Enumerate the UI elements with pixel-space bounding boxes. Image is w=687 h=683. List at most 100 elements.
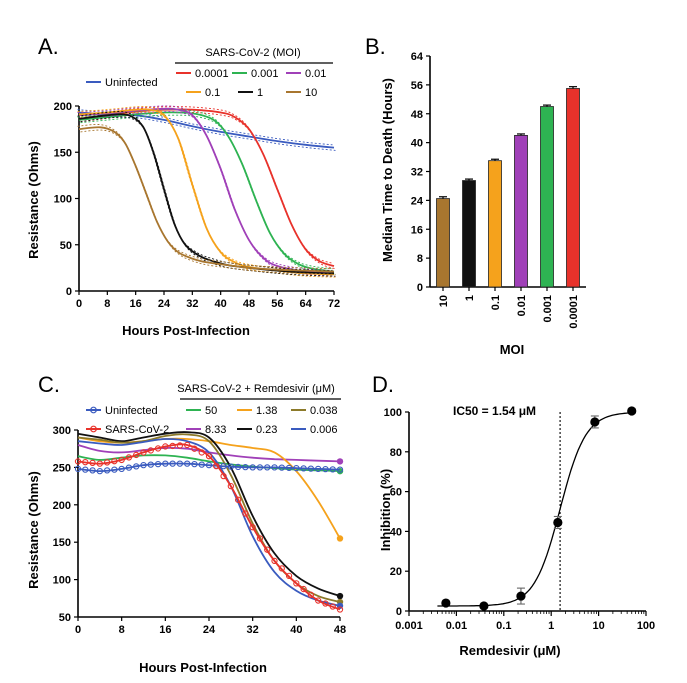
panel-c-series-marker bbox=[293, 580, 300, 587]
panel-c-series-marker bbox=[198, 449, 205, 456]
panel-c-series-marker bbox=[184, 460, 191, 467]
panel-a-legend-label: 10 bbox=[305, 87, 317, 99]
panel-c-series-marker bbox=[220, 472, 227, 480]
panel-b-y-tick-label: 40 bbox=[411, 138, 423, 150]
panel-c-series-marker bbox=[184, 441, 191, 449]
panel-b-bar-1 bbox=[462, 180, 476, 288]
panel-d-y-tick-label: 100 bbox=[384, 407, 402, 419]
panel-c-series-marker bbox=[293, 464, 300, 472]
panel-a-series-line-2 bbox=[78, 111, 335, 273]
panel-a-series-band-upper bbox=[77, 123, 333, 270]
panel-c-series-marker bbox=[125, 464, 133, 471]
panel-c-series-marker bbox=[111, 458, 118, 465]
panel-c-series-marker bbox=[133, 451, 140, 459]
panel-a-plot: 0 8 16 24 32 40 48 56 64 72 0 50 100 150 200 bbox=[54, 101, 340, 310]
panel-b-x-tick-label: 0.01 bbox=[516, 295, 528, 316]
panel-c-series-marker bbox=[169, 460, 176, 467]
panel-c-x-axis-label: Hours Post-Infection bbox=[139, 660, 267, 675]
panel-c-series-marker bbox=[256, 464, 264, 471]
panel-c-legend-marker bbox=[90, 406, 97, 414]
panel-a-series-band-upper bbox=[77, 109, 333, 146]
panel-d-x-tick-label: 1 bbox=[548, 620, 554, 632]
panel-c-series-marker bbox=[322, 600, 329, 607]
panel-c-series-marker bbox=[220, 463, 227, 470]
panel-b-x-tick-label: 0.1 bbox=[490, 295, 502, 310]
panel-c-series-marker bbox=[96, 460, 103, 467]
panel-c-series-marker bbox=[234, 463, 242, 471]
panel-d-fit-curve bbox=[437, 412, 632, 607]
panel-c-series-line-1 bbox=[77, 443, 341, 611]
panel-c-legend-label: 1.38 bbox=[256, 405, 277, 417]
panel-c-series-marker bbox=[74, 458, 82, 465]
panel-c-series-endpoint bbox=[336, 592, 344, 600]
panel-d-y-tick-label: 40 bbox=[390, 526, 402, 538]
panel-a-y-tick-label: 100 bbox=[54, 194, 72, 206]
panel-a-x-axis-label: Hours Post-Infection bbox=[122, 323, 250, 338]
panel-c-y-tick-label: 300 bbox=[53, 425, 71, 437]
panel-a-y-tick-label: 200 bbox=[54, 101, 72, 113]
panel-d-x-tick-label: 100 bbox=[637, 620, 655, 632]
panel-b-x-tick-label: 1 bbox=[464, 295, 476, 301]
panel-d-data-point bbox=[516, 591, 526, 601]
panel-c-legend-title: SARS-CoV-2 + Remdesivir (μM) bbox=[177, 383, 335, 395]
panel-c-series-marker bbox=[162, 460, 169, 467]
panel-a-series-band-lower bbox=[80, 116, 336, 277]
panel-c-y-tick-label: 100 bbox=[53, 575, 71, 587]
panel-c-series-marker bbox=[118, 465, 125, 473]
panel-a-legend: SARS-CoV-2 (MOI) Uninfected 0.0001 0.001 0.0… bbox=[86, 47, 333, 99]
panel-c-series-marker bbox=[176, 460, 184, 467]
panel-c-legend-label: 8.33 bbox=[205, 424, 226, 436]
panel-b-bar-0.001 bbox=[540, 106, 554, 288]
panel-c-y-tick-label: 150 bbox=[53, 537, 71, 549]
panel-a-x-tick-label: 32 bbox=[186, 298, 198, 310]
panel-a-x-tick-label: 56 bbox=[271, 298, 283, 310]
panel-d-x-tick-label: 10 bbox=[592, 620, 604, 632]
panel-c-series-marker bbox=[278, 565, 285, 572]
panel-a-series-band-lower bbox=[80, 129, 336, 275]
panel-a-series-line-6 bbox=[78, 126, 335, 273]
panel-c-series-marker bbox=[176, 442, 184, 449]
panel-c-series-marker bbox=[140, 462, 147, 469]
panel-b-y-tick-label: 24 bbox=[411, 195, 424, 207]
panel-c-series-marker bbox=[307, 591, 315, 598]
panel-a-y-axis-label: Resistance (Ohms) bbox=[26, 141, 41, 259]
panel-d-x-axis-label: Remdesivir (μM) bbox=[459, 643, 560, 658]
panel-b-plot: 0 8 16 24 32 40 48 56 64 10 1 0.1 0.01 0.001 0.0001 bbox=[411, 51, 586, 329]
panel-a-x-tick-label: 24 bbox=[158, 298, 171, 310]
panel-c-y-axis-label: Resistance (Ohms) bbox=[26, 471, 41, 589]
panel-c-series-marker bbox=[322, 465, 329, 473]
panel-c-series-marker bbox=[154, 461, 162, 468]
panel-c-series-marker bbox=[74, 465, 82, 473]
panel-c-series-marker bbox=[249, 524, 256, 531]
panel-a-letter: A. bbox=[38, 34, 59, 59]
panel-a-series-band-lower bbox=[80, 111, 336, 270]
panel-c-series-marker bbox=[147, 461, 154, 468]
panel-c-series-marker bbox=[89, 459, 96, 467]
panel-c-plot: 0 8 16 24 32 40 48 50 100 150 200 250 300 bbox=[53, 425, 346, 636]
panel-a-y-tick-label: 150 bbox=[54, 147, 72, 159]
panel-a-series-line-5 bbox=[78, 113, 335, 275]
panel-c-legend-label: 50 bbox=[205, 405, 217, 417]
panel-a-x-tick-label: 16 bbox=[130, 298, 142, 310]
panel-c-series-marker bbox=[249, 464, 256, 471]
panel-c-y-tick-label: 50 bbox=[59, 612, 71, 624]
panel-c-legend-label: 0.23 bbox=[256, 424, 277, 436]
panel-c-series-marker bbox=[227, 482, 234, 490]
panel-a-legend-title: SARS-CoV-2 (MOI) bbox=[205, 47, 300, 59]
panel-a-legend-label: Uninfected bbox=[105, 77, 158, 89]
panel-b-y-tick-label: 16 bbox=[411, 224, 423, 236]
panel-d-data-point bbox=[590, 417, 600, 427]
panel-d-x-tick-label: 0.001 bbox=[395, 620, 423, 632]
panel-d-ic50-annotation: IC50 = 1.54 μM bbox=[453, 404, 536, 418]
panel-c-series-marker bbox=[329, 466, 336, 473]
panel-b-y-axis-label: Median Time to Death (Hours) bbox=[380, 78, 395, 262]
panel-c-series-marker bbox=[169, 442, 176, 450]
panel-c-series-marker bbox=[315, 597, 322, 604]
panel-c-legend: SARS-CoV-2 + Remdesivir (μM) Uninfected SA… bbox=[86, 383, 341, 436]
panel-d-y-axis-label: Inhibition (%) bbox=[378, 469, 393, 551]
panel-c-series-marker bbox=[205, 453, 213, 460]
panel-c-series-marker bbox=[242, 510, 249, 517]
panel-a-x-tick-label: 40 bbox=[215, 298, 227, 310]
panel-d-data-point bbox=[479, 601, 489, 611]
panel-c-series-line-0 bbox=[77, 462, 341, 473]
